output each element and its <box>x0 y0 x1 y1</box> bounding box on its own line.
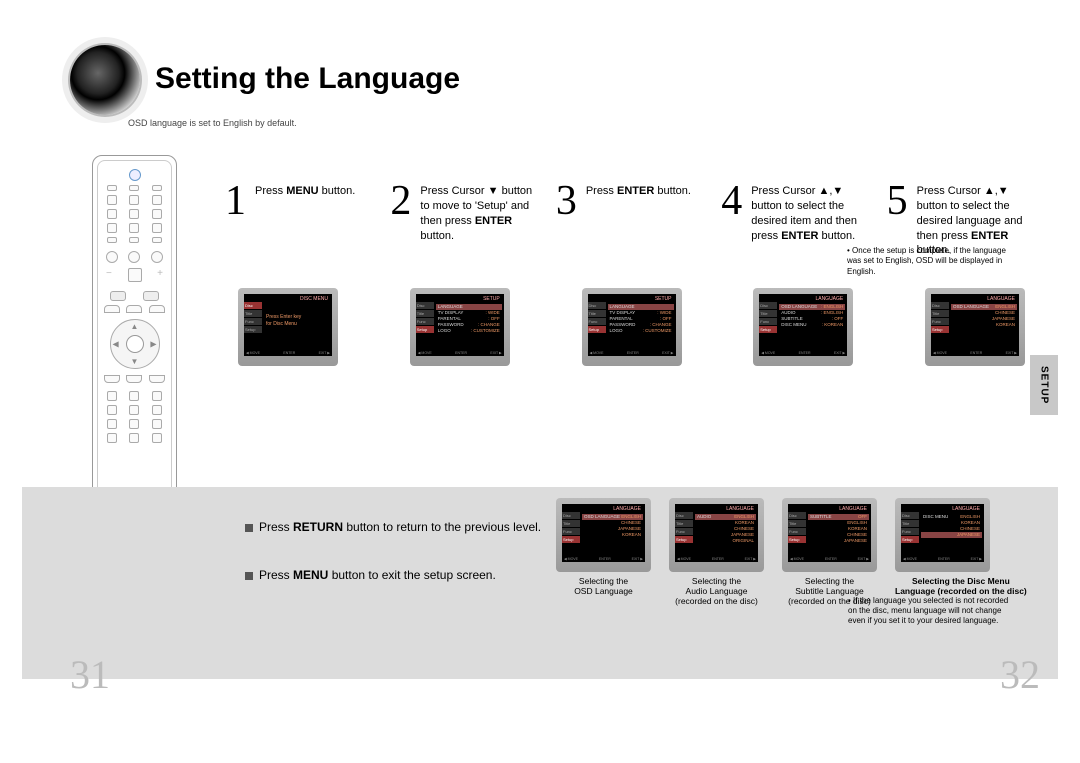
tv-screenshot-top-1: DISC MENUDiscTitleFuncSetupPress Enter k… <box>238 288 338 366</box>
step-text: Press MENU button. <box>255 180 355 199</box>
tv-screenshot-bottom-3: LANGUAGEDiscTitleFuncSetupSUBTITLEOFFENG… <box>782 498 877 607</box>
screens-top-row: DISC MENUDiscTitleFuncSetupPress Enter k… <box>238 288 1025 366</box>
footnote-top: Once the setup is complete, if the langu… <box>847 246 1022 277</box>
footnote-bottom: If the language you selected is not reco… <box>848 596 1018 626</box>
tv-screenshot-bottom-1: LANGUAGEDiscTitleFuncSetupOSD LANGUAGEEN… <box>556 498 651 607</box>
step-text: Press ENTER button. <box>586 180 691 199</box>
step-number: 5 <box>887 180 913 222</box>
tv-screenshot-top-5: LANGUAGEDiscTitleFuncSetupOSD LANGUAGEEN… <box>925 288 1025 366</box>
tv-screenshot-top-3: SETUPDiscTitleFuncSetupLANGUAGETV DISPLA… <box>582 288 682 366</box>
tv-screenshot-bottom-4: LANGUAGEDiscTitleFuncSetupDISC MENUENGLI… <box>895 498 1027 607</box>
tv-screenshot-bottom-2: LANGUAGEDiscTitleFuncSetupAUDIOENGLISHKO… <box>669 498 764 607</box>
step-3: 3 Press ENTER button. <box>556 180 709 258</box>
caption: Selecting the Disc MenuLanguage (recorde… <box>895 576 1027 596</box>
page-title: Setting the Language <box>155 62 460 96</box>
step-text: Press Cursor ▼ button to move to 'Setup'… <box>420 180 543 243</box>
tv-screenshot-top-2: SETUPDiscTitleFuncSetupLANGUAGETV DISPLA… <box>410 288 510 366</box>
step-text: Press Cursor ▲,▼ button to select the de… <box>751 180 874 243</box>
speaker-logo <box>70 45 140 115</box>
notes-column: Press RETURN button to return to the pre… <box>245 520 541 616</box>
caption: Selecting theOSD Language <box>556 576 651 596</box>
step-1: 1 Press MENU button. <box>225 180 378 258</box>
caption: Selecting theAudio Language(recorded on … <box>669 576 764 607</box>
step-2: 2 Press Cursor ▼ button to move to 'Setu… <box>390 180 543 258</box>
note-line: Press MENU button to exit the setup scre… <box>245 568 541 582</box>
setup-side-tab: SETUP <box>1030 355 1058 415</box>
screens-bottom-row: LANGUAGEDiscTitleFuncSetupOSD LANGUAGEEN… <box>556 498 1027 607</box>
step-number: 2 <box>390 180 416 222</box>
page-number-left: 31 <box>70 651 110 698</box>
note-line: Press RETURN button to return to the pre… <box>245 520 541 534</box>
subtitle: OSD language is set to English by defaul… <box>128 118 297 128</box>
tv-screenshot-top-4: LANGUAGEDiscTitleFuncSetupOSD LANGUAGE: … <box>753 288 853 366</box>
step-number: 4 <box>721 180 747 222</box>
step-number: 1 <box>225 180 251 222</box>
step-number: 3 <box>556 180 582 222</box>
page-number-right: 32 <box>1000 651 1040 698</box>
